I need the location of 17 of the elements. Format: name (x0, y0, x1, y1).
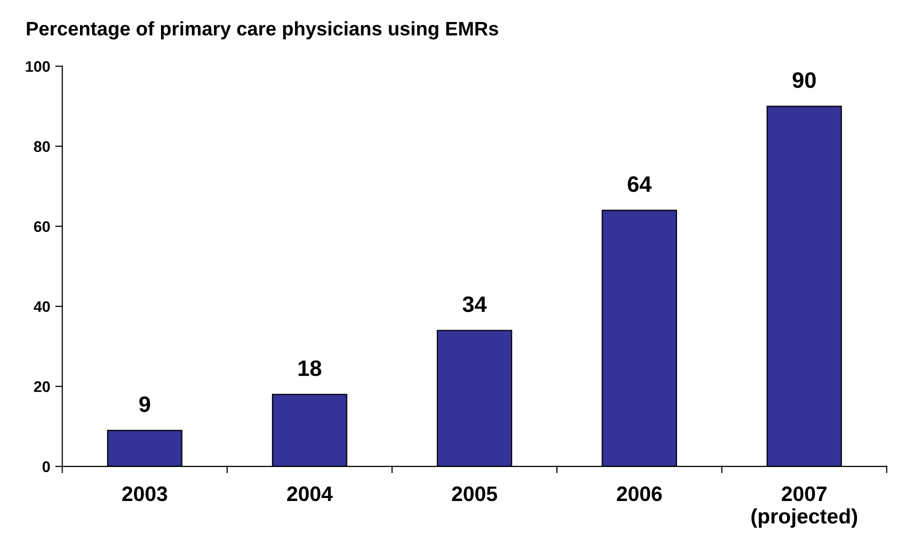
y-tick-label: 40 (34, 301, 50, 312)
x-tick-label: 2005 (452, 486, 498, 502)
y-tick-label: 80 (34, 141, 50, 152)
y-tick-label: 0 (42, 461, 50, 472)
data-label: 34 (462, 296, 487, 312)
x-tick-label: 2003 (122, 486, 168, 502)
chart-title: Percentage of primary care physicians using EMRs (26, 21, 498, 40)
y-tick-label: 60 (34, 221, 50, 232)
y-tick-label: 20 (34, 381, 50, 392)
x-tick-label: 2006 (616, 486, 662, 502)
x-tick-label: 2007 (projected) (751, 486, 858, 528)
data-label: 90 (792, 72, 816, 88)
data-label: 18 (298, 360, 322, 376)
data-label: 9 (139, 396, 150, 412)
y-tick-label: 100 (26, 61, 50, 72)
x-tick-label: 2004 (287, 486, 333, 502)
data-label: 64 (628, 176, 652, 192)
